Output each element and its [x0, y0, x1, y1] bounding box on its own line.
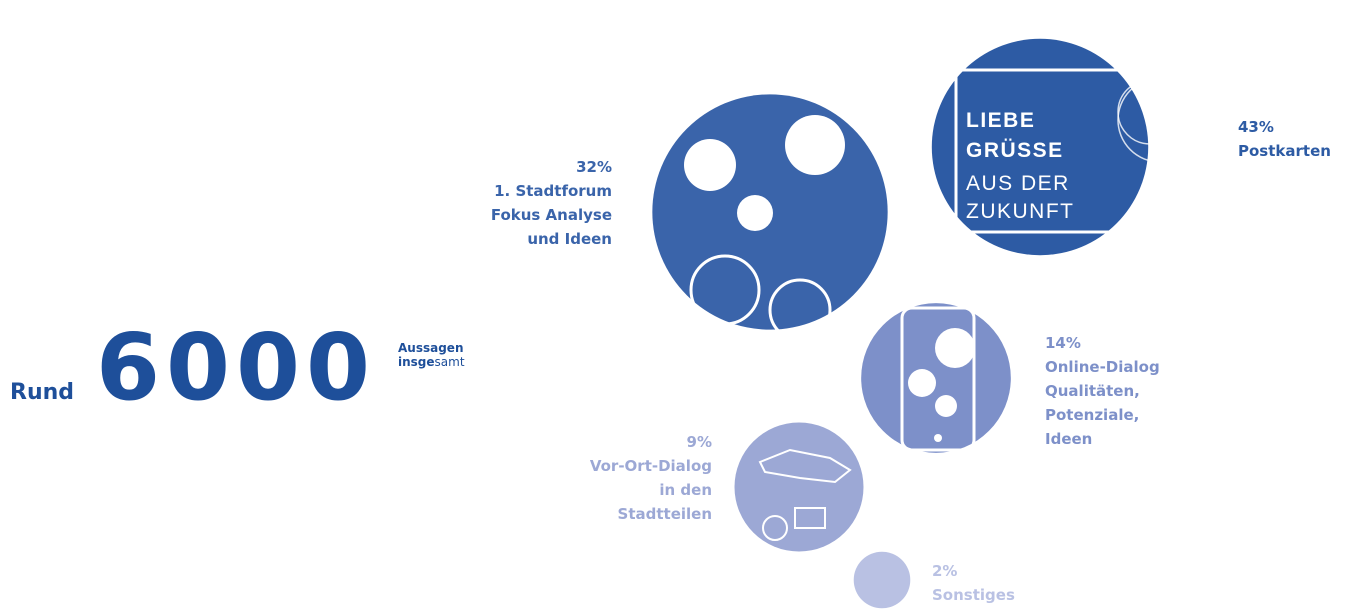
- category-label: Stadtteilen: [618, 505, 712, 523]
- headline-suffix-bold: insge: [398, 355, 435, 369]
- category-label: 1. Stadtforum: [494, 182, 612, 200]
- bike-icon: [794, 507, 826, 529]
- headline-suffix-rest: samt: [435, 355, 465, 369]
- headline-suffix: insgesamt: [398, 355, 465, 369]
- headline-total: 6000: [96, 314, 376, 421]
- category-label: Potenziale,: [1045, 406, 1139, 424]
- value-label: 14%: [1045, 334, 1081, 352]
- category-label: Postkarten: [1238, 142, 1331, 160]
- bubble: [734, 422, 864, 552]
- category-label: Ideen: [1045, 430, 1092, 448]
- bulb-icon: [785, 115, 845, 175]
- postcard-frame: [954, 68, 1188, 234]
- category-label: Sonstiges: [932, 586, 1015, 604]
- postcard-text: ZUKUNFT: [966, 200, 1075, 223]
- postcard-text: LIEBE: [966, 109, 1035, 132]
- value-label: 32%: [576, 158, 612, 176]
- category-label: und Ideen: [527, 230, 612, 248]
- category-label: Fokus Analyse: [491, 206, 612, 224]
- postcard-text: AUS DER: [966, 172, 1070, 195]
- headline-prefix: Rund: [10, 380, 74, 405]
- person-icon: [768, 278, 832, 342]
- category-label: Online-Dialog: [1045, 358, 1160, 376]
- bubble: [931, 38, 1149, 256]
- category-label: Vor-Ort-Dialog: [590, 457, 712, 475]
- category-label: Qualitäten,: [1045, 382, 1140, 400]
- bubble: [861, 303, 1011, 453]
- bubble: [853, 551, 911, 609]
- value-label: 9%: [687, 433, 712, 451]
- bulb-icon: [935, 328, 975, 368]
- postcard-swirl: [1117, 79, 1183, 145]
- postcard-text: GRÜSSE: [966, 139, 1064, 162]
- category-label: in den: [659, 481, 712, 499]
- phone-icon: [900, 306, 976, 452]
- bulb-icon: [935, 395, 957, 417]
- bulb-icon: [737, 195, 773, 231]
- headline-suffix: Aussagen: [398, 341, 463, 355]
- bike-icon: [762, 515, 788, 541]
- postcard-swirl: [1117, 77, 1203, 163]
- phone-button: [934, 434, 942, 442]
- person-icon: [689, 254, 761, 326]
- bulb-icon: [908, 369, 936, 397]
- bulb-icon: [684, 139, 736, 191]
- value-label: 2%: [932, 562, 957, 580]
- map-icon: [758, 448, 852, 484]
- value-label: 43%: [1238, 118, 1274, 136]
